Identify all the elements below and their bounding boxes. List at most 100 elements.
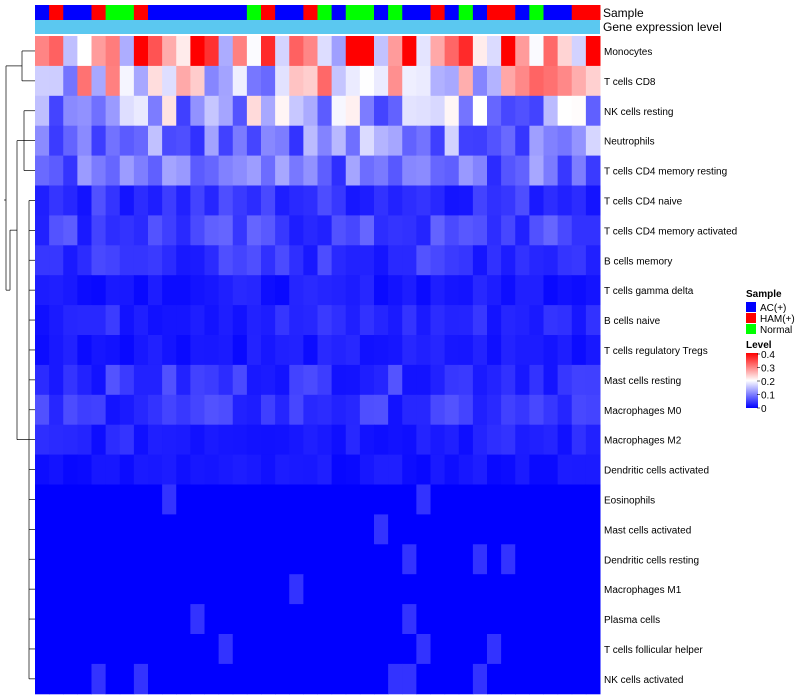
heatmap-cell	[261, 335, 276, 366]
heatmap-cell	[458, 245, 474, 276]
heatmap-cell	[331, 364, 347, 396]
heatmap-cell	[261, 604, 276, 635]
heatmap-cell	[275, 544, 290, 575]
heatmap-cell	[585, 424, 601, 456]
legend-sample-label: Normal	[760, 325, 792, 336]
heatmap-cell	[501, 364, 516, 396]
heatmap-cell	[303, 604, 318, 635]
heatmap-cell	[218, 454, 234, 485]
heatmap-cell	[472, 663, 488, 695]
heatmap-cell	[501, 245, 516, 276]
heatmap-cell	[402, 215, 417, 246]
heatmap-cell	[218, 634, 234, 665]
heatmap-cell	[529, 604, 544, 635]
heatmap-cell	[444, 454, 460, 485]
heatmap-cell	[261, 125, 276, 157]
heatmap-cell	[232, 544, 248, 575]
heatmap-cell	[374, 95, 389, 127]
heatmap-cell	[162, 245, 177, 276]
heatmap-cell	[246, 245, 262, 276]
heatmap-cell	[148, 574, 163, 605]
legend-swatch	[746, 313, 756, 323]
heatmap-cell	[190, 394, 205, 426]
heatmap-cell	[119, 514, 135, 545]
heatmap-cell	[261, 663, 276, 695]
heatmap-cell	[204, 305, 220, 336]
heatmap-cell	[289, 634, 304, 665]
heatmap-cell	[77, 514, 92, 545]
heatmap-cell	[388, 275, 403, 306]
heatmap-cell	[77, 335, 92, 366]
heatmap-cell	[487, 424, 502, 456]
row-label: NK cells activated	[604, 675, 683, 686]
heatmap-cell	[261, 634, 276, 665]
heatmap-cell	[374, 604, 389, 635]
heatmap-cell	[388, 125, 403, 157]
heatmap-cell	[232, 364, 248, 396]
heatmap-cell	[35, 604, 50, 635]
heatmap-cell	[444, 125, 460, 157]
heatmap-cell	[105, 484, 121, 515]
heatmap-cell	[63, 245, 78, 276]
heatmap-cell	[388, 544, 403, 575]
heatmap-cell	[458, 155, 474, 186]
heatmap-cell	[458, 574, 474, 605]
heatmap-cell	[35, 305, 50, 336]
heatmap-cell	[529, 484, 544, 515]
heatmap-cell	[331, 454, 347, 485]
heatmap-cell	[105, 454, 121, 485]
heatmap-cell	[204, 335, 220, 366]
heatmap-cell	[105, 544, 121, 575]
heatmap-cell	[402, 305, 417, 336]
heatmap-cell	[162, 544, 177, 575]
heatmap-cell	[374, 484, 389, 515]
heatmap-cell	[49, 305, 64, 336]
heatmap-cell	[204, 634, 220, 665]
heatmap-cell	[303, 634, 318, 665]
heatmap-cell	[261, 185, 276, 216]
heatmap-cell	[331, 604, 347, 635]
row-label: Monocytes	[604, 47, 652, 58]
heatmap-cell	[289, 394, 304, 426]
heatmap-cell	[133, 36, 149, 67]
heatmap-cell	[472, 36, 488, 67]
heatmap-cell	[105, 364, 121, 396]
heatmap-cell	[416, 36, 431, 67]
heatmap-cell	[359, 484, 375, 515]
heatmap-cell	[515, 275, 530, 306]
heatmap-cell	[416, 95, 431, 127]
legend-level-title: Level	[746, 340, 772, 351]
heatmap-cell	[91, 424, 107, 456]
heatmap-cell	[232, 36, 248, 67]
heatmap-cell	[331, 544, 347, 575]
heatmap-cell	[388, 36, 403, 67]
heatmap-cell	[105, 305, 121, 336]
heatmap-cell	[218, 305, 234, 336]
heatmap-cell	[218, 604, 234, 635]
heatmap-cell	[105, 155, 121, 186]
heatmap-cell	[176, 155, 191, 186]
heatmap-cell	[317, 185, 333, 216]
heatmap-cell	[303, 514, 318, 545]
legend-sample-title: Sample	[746, 289, 782, 300]
heatmap-cell	[487, 394, 502, 426]
heatmap-cell	[416, 484, 431, 515]
heatmap-cell	[374, 125, 389, 157]
row-label: B cells naive	[604, 316, 661, 327]
heatmap-cell	[246, 424, 262, 456]
heatmap-cell	[275, 65, 290, 97]
heatmap-cell	[77, 544, 92, 575]
heatmap-cell	[487, 574, 502, 605]
heatmap-cell	[119, 574, 135, 605]
heatmap-cell	[430, 604, 446, 635]
heatmap-cell	[345, 663, 361, 695]
legend-tick-label: 0.2	[761, 377, 775, 388]
row-label: Dendritic cells activated	[604, 466, 709, 477]
heatmap-cell	[246, 364, 262, 396]
heatmap-cell	[515, 155, 530, 186]
legend-sample-label: HAM(+)	[760, 314, 795, 325]
heatmap-cell	[317, 305, 333, 336]
heatmap-cell	[402, 125, 417, 157]
heatmap-cell	[49, 275, 64, 306]
